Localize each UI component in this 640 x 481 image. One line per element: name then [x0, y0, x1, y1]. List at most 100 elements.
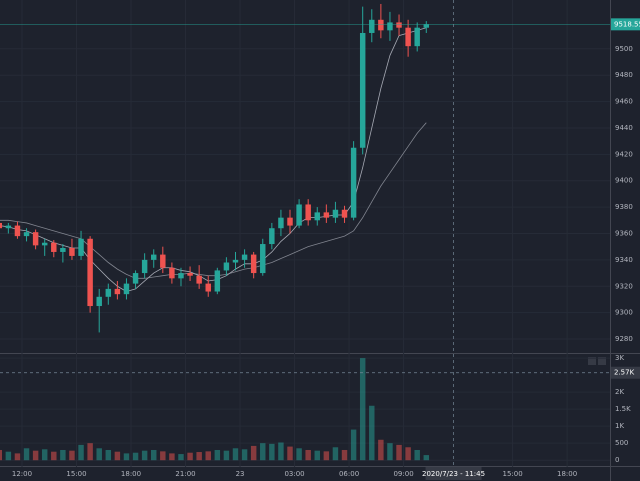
volume-bar [114, 451, 121, 461]
candle-body [214, 270, 221, 292]
volume-bar [232, 448, 239, 461]
volume-bar [132, 452, 139, 461]
y-tick-label: 9480 [615, 71, 633, 79]
y-tick-label: 9420 [615, 150, 633, 158]
volume-bar [269, 443, 275, 461]
volume-bar [223, 450, 230, 461]
candle-body [114, 288, 121, 295]
volume-bar [14, 453, 21, 461]
candle-body [232, 259, 239, 263]
candle-body [387, 22, 393, 31]
volume-tick-label: 1.5K [615, 405, 631, 413]
y-tick-label: 9360 [615, 229, 633, 237]
candle-body [141, 259, 148, 274]
volume-bar [23, 448, 30, 461]
candle-body [287, 217, 293, 226]
volume-bar [96, 448, 102, 461]
pane-button[interactable] [598, 357, 606, 365]
volume-tick-label: 1K [615, 422, 624, 430]
volume-bar [214, 449, 221, 461]
candle-body [369, 19, 375, 33]
candle-body [323, 212, 330, 218]
candle-body [241, 254, 248, 260]
candle-body [14, 225, 21, 237]
x-tick-label: 06:00 [339, 470, 359, 478]
volume-bar [51, 451, 57, 461]
y-tick-label: 9440 [615, 124, 633, 132]
candle-body [160, 254, 166, 268]
candle-body [278, 217, 284, 229]
volume-bar [41, 449, 48, 461]
candle-body [314, 212, 320, 221]
y-tick-label: 9400 [615, 177, 633, 185]
candle-body [123, 283, 130, 295]
volume-bar [332, 447, 339, 461]
candle-body [223, 262, 230, 271]
volume-bar [87, 443, 93, 461]
volume-bar [250, 445, 257, 461]
volume-bar [78, 444, 84, 461]
volume-bar [359, 358, 366, 461]
x-tick-label: 18:00 [121, 470, 141, 478]
y-tick-label: 9320 [615, 282, 633, 290]
candle-body [414, 27, 420, 47]
x-tick-label: 23 [236, 470, 245, 478]
last-price-box [611, 18, 640, 31]
x-tick-label: 15:00 [503, 470, 523, 478]
candle-body [269, 228, 275, 245]
candle-body [69, 247, 75, 256]
candle-body [341, 209, 348, 218]
volume-bar [350, 429, 357, 461]
last-price-label: 9518.55 [614, 20, 640, 28]
candle-body [87, 238, 93, 307]
x-tick-label: 21:00 [175, 470, 195, 478]
volume-bar [141, 450, 148, 461]
candle-body [23, 232, 30, 237]
candle-body [378, 19, 384, 31]
candle-body [250, 254, 257, 274]
y-tick-label: 9380 [615, 203, 633, 211]
candle-body [305, 204, 311, 221]
volume-bar [278, 442, 284, 461]
y-tick-label: 9500 [615, 45, 633, 53]
candle-body [151, 254, 157, 260]
crosshair-y-label: 2.57K [614, 369, 635, 377]
volume-bar [296, 448, 302, 461]
volume-bar [151, 449, 157, 461]
y-tick-label: 9340 [615, 256, 633, 264]
y-tick-label: 9280 [615, 335, 633, 343]
volume-bar [32, 450, 39, 461]
candle-body [169, 267, 175, 279]
volume-bar [341, 449, 348, 461]
volume-tick-label: 0 [615, 456, 619, 464]
x-tick-label: 03:00 [284, 470, 304, 478]
volume-tick-label: 3K [615, 354, 624, 362]
candle-body [396, 22, 402, 28]
crosshair-x-box [425, 467, 482, 480]
candle-body [0, 222, 2, 229]
volume-bar [105, 449, 112, 461]
candle-body [96, 296, 102, 307]
volume-bar [160, 451, 166, 461]
x-tick-label: 18:00 [557, 470, 577, 478]
candle-body [350, 147, 357, 218]
volume-bar [378, 439, 384, 461]
volume-bar [414, 449, 420, 461]
pane-button[interactable] [588, 357, 596, 365]
volume-bar [178, 454, 184, 461]
volume-bar [241, 449, 248, 461]
x-tick-label: 12:00 [12, 470, 32, 478]
volume-bar [69, 450, 75, 461]
candle-body [132, 273, 139, 284]
candle-body [196, 275, 202, 284]
moving-average [0, 122, 427, 279]
candle-body [205, 283, 211, 292]
volume-bar [260, 443, 266, 461]
volume-bar [5, 451, 12, 461]
candle-body [423, 24, 430, 28]
y-tick-label: 9300 [615, 309, 633, 317]
candle-body [260, 244, 266, 274]
volume-bar [196, 452, 202, 461]
candle-body [5, 225, 12, 229]
volume-bar [187, 452, 193, 461]
